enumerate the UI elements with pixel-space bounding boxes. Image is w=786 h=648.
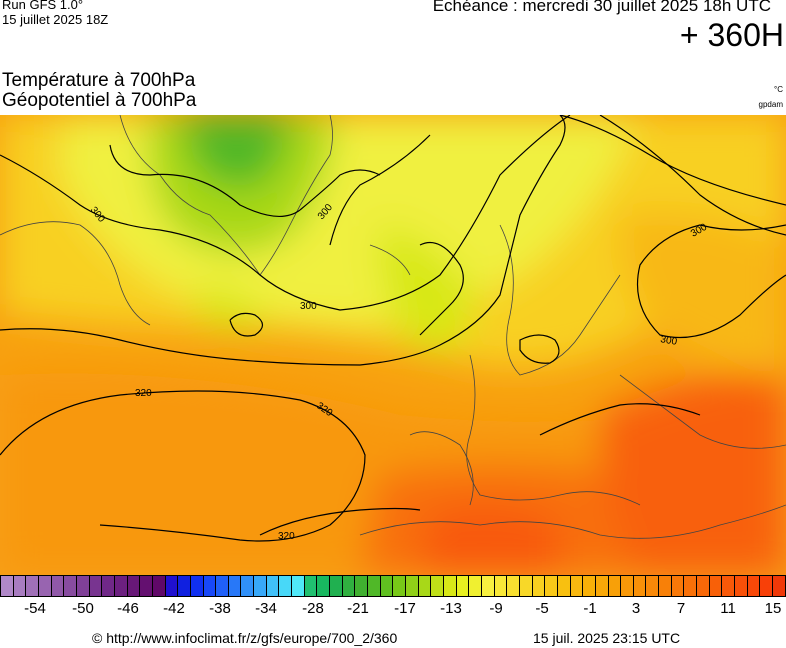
run-date: 15 juillet 2025 18Z	[2, 12, 109, 27]
color-swatch	[368, 576, 381, 596]
color-swatch	[494, 576, 508, 596]
color-swatch	[621, 576, 634, 596]
color-scale-tick-label: 7	[676, 600, 686, 617]
color-swatch	[431, 576, 444, 596]
color-swatch	[165, 576, 179, 596]
color-swatch	[114, 576, 128, 596]
color-swatch	[469, 576, 482, 596]
color-swatch	[684, 576, 698, 596]
color-swatch	[342, 576, 356, 596]
contour-label: 300	[300, 301, 317, 312]
color-swatch	[709, 576, 723, 596]
color-swatch	[519, 576, 533, 596]
color-swatch	[304, 576, 318, 596]
color-scale-tick-label: -46	[117, 600, 139, 617]
color-swatch	[545, 576, 558, 596]
color-swatch	[760, 576, 774, 596]
color-swatch	[532, 576, 546, 596]
color-swatch	[570, 576, 584, 596]
color-swatch	[722, 576, 736, 596]
issue-time: 15 juil. 2025 23:15 UTC	[533, 630, 681, 646]
color-scale-tick-label: -5	[535, 600, 549, 617]
color-swatch	[51, 576, 65, 596]
color-swatch	[355, 576, 369, 596]
color-swatch	[380, 576, 394, 596]
color-scale-tick-label: 11	[720, 600, 736, 617]
color-swatch	[633, 576, 647, 596]
run-title: Run GFS 1.0°	[2, 0, 84, 12]
color-swatch	[102, 576, 115, 596]
color-swatch	[418, 576, 432, 596]
color-scale-tick-label: -54	[24, 600, 46, 617]
color-swatch	[697, 576, 710, 596]
color-swatch	[671, 576, 685, 596]
contour-label: 320	[278, 531, 295, 542]
color-swatch	[608, 576, 622, 596]
color-scale-tick-label: 3	[631, 600, 641, 617]
color-swatch	[292, 576, 305, 596]
color-swatch	[735, 576, 748, 596]
unit-temperature: °C	[774, 85, 783, 94]
color-swatch	[203, 576, 217, 596]
color-swatch	[241, 576, 255, 596]
color-scale-tick-label: -13	[440, 600, 462, 617]
color-swatch	[595, 576, 609, 596]
color-scale-tick-label: -17	[394, 600, 416, 617]
color-swatch	[13, 576, 27, 596]
contour-label: 320	[135, 388, 152, 399]
color-swatch	[26, 576, 39, 596]
color-swatch	[393, 576, 406, 596]
color-swatch	[266, 576, 280, 596]
color-swatch	[1, 576, 14, 596]
color-swatch	[557, 576, 571, 596]
color-swatch	[456, 576, 470, 596]
geopotential-contours	[0, 115, 786, 542]
color-swatch	[317, 576, 331, 596]
contour-label: 300	[659, 334, 678, 348]
color-scale-tick-label: -50	[72, 600, 94, 617]
color-swatch	[659, 576, 672, 596]
lead-time: + 360H	[679, 17, 784, 53]
color-scale-bar	[0, 575, 786, 597]
map-title-temperature: Température à 700hPa	[2, 70, 196, 91]
color-swatch	[178, 576, 191, 596]
color-swatch	[64, 576, 77, 596]
color-swatch	[747, 576, 761, 596]
color-swatch	[443, 576, 457, 596]
color-swatch	[254, 576, 267, 596]
color-swatch	[406, 576, 419, 596]
color-swatch	[773, 576, 786, 596]
color-scale-tick-label: -34	[255, 600, 277, 617]
color-swatch	[583, 576, 596, 596]
color-swatch	[140, 576, 153, 596]
color-swatch	[330, 576, 343, 596]
color-swatch	[190, 576, 204, 596]
forecast-valid-time: Echéance : mercredi 30 juillet 2025 18h …	[432, 0, 771, 15]
color-swatch	[481, 576, 495, 596]
color-swatch	[76, 576, 90, 596]
color-scale-tick-label: -38	[209, 600, 231, 617]
source-credit: © http://www.infoclimat.fr/z/gfs/europe/…	[92, 630, 398, 646]
color-scale-tick-label: 15	[764, 600, 782, 617]
color-swatch	[127, 576, 141, 596]
color-scale-tick-label: -28	[302, 600, 324, 617]
color-swatch	[38, 576, 52, 596]
color-swatch	[216, 576, 229, 596]
color-swatch	[228, 576, 242, 596]
color-swatch	[152, 576, 166, 596]
color-swatch	[279, 576, 293, 596]
color-scale-tick-label: -21	[347, 600, 369, 617]
color-swatch	[89, 576, 103, 596]
weather-map: 300 300 300 300 300 320 320 320	[0, 115, 786, 575]
color-swatch	[646, 576, 660, 596]
color-scale-tick-label: -9	[489, 600, 503, 617]
color-scale-tick-label: -42	[163, 600, 185, 617]
map-title-geopotential: Géopotentiel à 700hPa	[2, 90, 197, 111]
color-swatch	[507, 576, 520, 596]
unit-geopotential: gpdam	[758, 100, 783, 109]
color-scale-tick-label: -1	[583, 600, 597, 617]
